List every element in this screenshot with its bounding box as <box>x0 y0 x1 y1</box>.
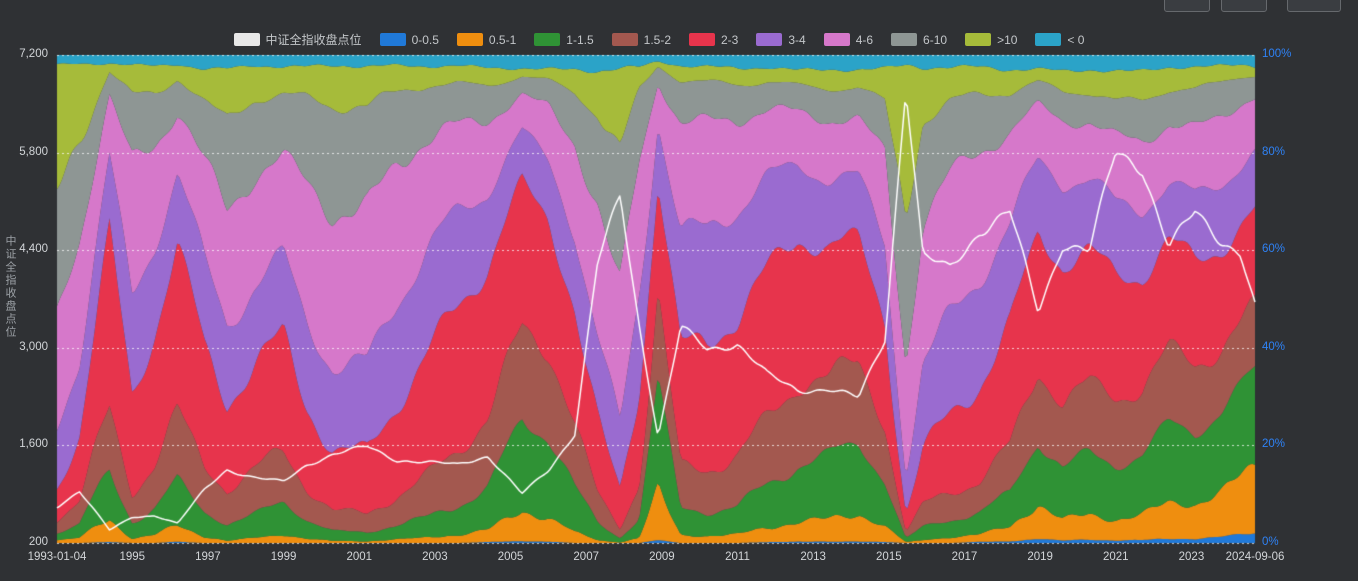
y-left-tick-label: 3,000 <box>19 340 48 353</box>
legend-item[interactable]: 4-6 <box>823 32 874 47</box>
legend-item[interactable]: 0.5-1 <box>456 32 517 47</box>
legend-item[interactable]: 0-0.5 <box>379 32 439 47</box>
x-axis-tick-label: 1999 <box>270 551 297 563</box>
x-axis-tick-label: 2005 <box>497 551 524 563</box>
legend-swatch-icon <box>456 33 483 46</box>
y-right-tick-label: 80% <box>1262 145 1286 158</box>
x-axis-tick-label: 2017 <box>951 551 978 563</box>
x-axis-tick-label: 2013 <box>800 551 826 563</box>
y-right-tick-label: 20% <box>1262 438 1286 451</box>
legend-item[interactable]: >10 <box>965 33 1017 47</box>
x-axis-tick-label: 2023 <box>1178 551 1205 563</box>
x-axis-tick-label: 2001 <box>346 551 373 563</box>
legend-label: 0-0.5 <box>411 32 439 47</box>
legend-swatch-icon <box>689 33 715 46</box>
y-left-tick-label: 5,800 <box>19 145 48 158</box>
legend-item[interactable]: 6-10 <box>891 33 947 47</box>
y-right-tick-label: 100% <box>1262 48 1292 60</box>
x-axis-tick-label: 2021 <box>1102 551 1129 563</box>
x-axis-tick-label: 2015 <box>876 551 902 563</box>
legend-swatch-icon <box>823 33 850 46</box>
legend-label: 1.5-2 <box>643 32 671 47</box>
legend-swatch-icon <box>534 33 561 46</box>
legend-swatch-icon <box>1035 33 1062 46</box>
toolbar <box>0 0 1358 14</box>
legend-item[interactable]: 1.5-2 <box>611 32 671 47</box>
y-right-tick-label: 60% <box>1262 243 1286 256</box>
y-right-tick-label: 0% <box>1262 536 1279 548</box>
y-left-tick-label: 7,200 <box>19 48 48 60</box>
y-left-tick-label: 1,600 <box>19 438 48 451</box>
legend-label: >10 <box>997 32 1018 47</box>
x-axis-tick-label: 1995 <box>119 551 146 563</box>
legend-swatch-icon <box>965 33 992 46</box>
x-axis-tick-label: 1993-01-04 <box>27 551 87 563</box>
legend-swatch-icon <box>756 33 783 46</box>
legend-swatch-icon <box>379 33 406 46</box>
y-left-tick-label: 4,400 <box>19 243 48 256</box>
legend-label: 2-3 <box>721 32 739 47</box>
toolbar-button-3[interactable] <box>1287 0 1341 12</box>
legend-swatch-icon <box>611 33 638 46</box>
legend-label: 4-6 <box>855 32 874 47</box>
legend-swatch-icon <box>233 33 260 46</box>
y-left-tick-label: 200 <box>28 536 48 548</box>
legend-label: 1-1.5 <box>566 32 594 47</box>
legend-item[interactable]: < 0 <box>1035 33 1084 47</box>
x-axis-tick-label: 2009 <box>649 551 675 563</box>
y-axis-title: 中证全指收盘点位 <box>4 235 16 339</box>
x-axis-tick-label: 1997 <box>195 551 221 563</box>
x-axis-tick-label: 2003 <box>422 551 448 563</box>
legend-swatch-icon <box>891 33 918 46</box>
legend-item[interactable]: 3-4 <box>756 32 806 47</box>
legend-label: 0.5-1 <box>488 32 517 47</box>
legend-label: 3-4 <box>788 32 806 47</box>
x-axis-tick-label: 2024-09-06 <box>1225 551 1285 563</box>
y-right-tick-label: 40% <box>1262 340 1286 353</box>
toolbar-button-1[interactable] <box>1164 0 1210 12</box>
legend: 中证全指收盘点位 0-0.5 0.5-1 1-1.5 1.5-2 2-3 3-4 4-6 6-1… <box>0 31 1318 48</box>
toolbar-button-2[interactable] <box>1221 0 1267 12</box>
legend-item[interactable]: 1-1.5 <box>534 32 594 47</box>
x-axis-tick-label: 2011 <box>725 551 750 563</box>
legend-label: 中证全指收盘点位 <box>265 33 362 47</box>
x-axis-tick-label: 2019 <box>1027 551 1053 563</box>
legend-item[interactable]: 2-3 <box>689 33 738 47</box>
legend-item[interactable]: 中证全指收盘点位 <box>233 31 362 48</box>
x-axis-tick-label: 2007 <box>573 551 599 563</box>
legend-label: 6-10 <box>923 32 948 47</box>
legend-label: < 0 <box>1067 32 1085 47</box>
